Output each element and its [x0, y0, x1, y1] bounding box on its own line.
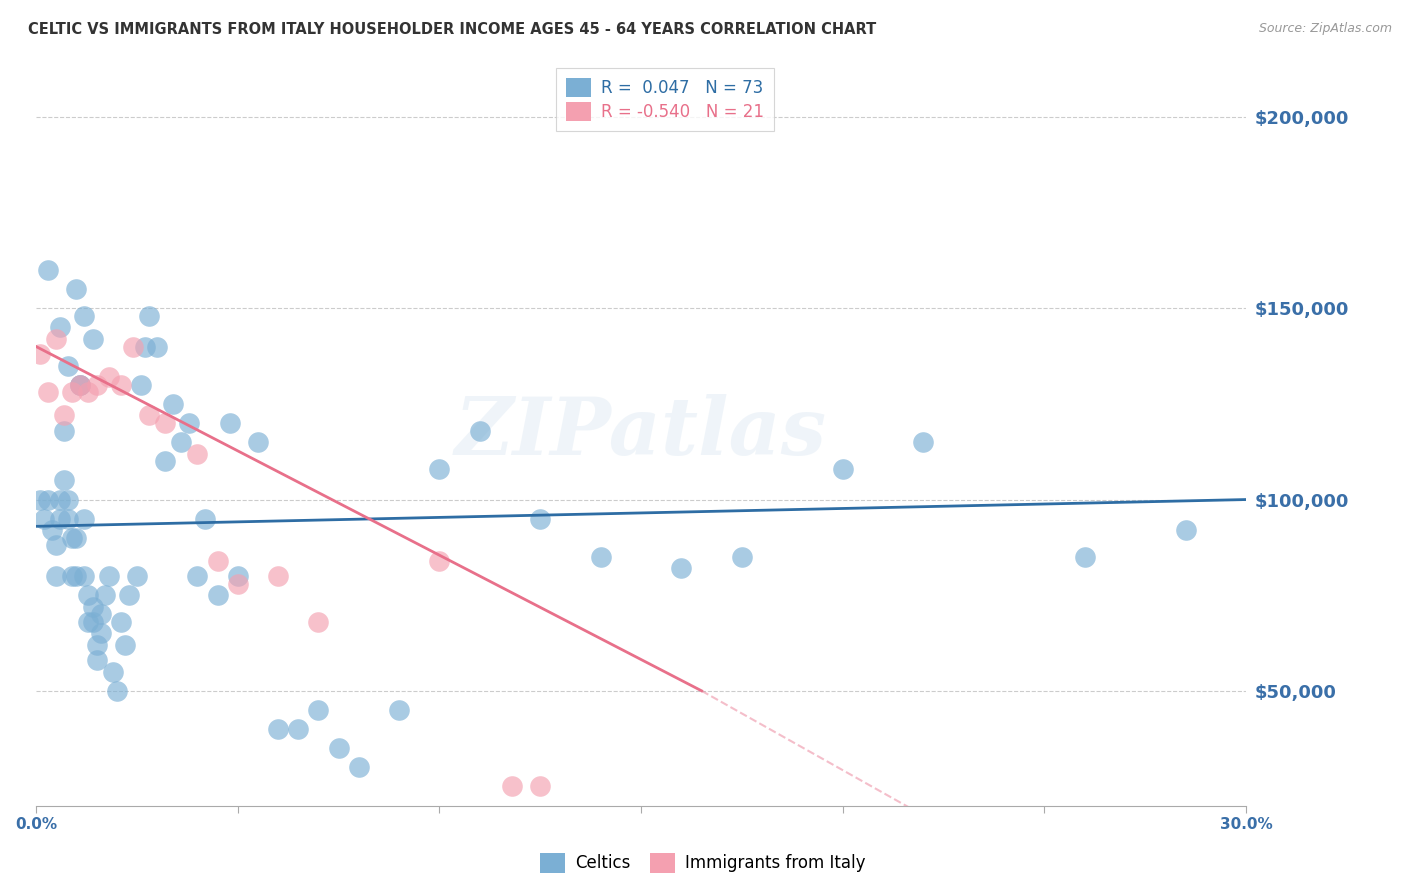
Celtics: [125, 569, 148, 583]
Celtics: [49, 511, 72, 525]
Celtics: [73, 309, 96, 323]
Immigrants from Italy: [121, 339, 143, 353]
Celtics: [186, 569, 208, 583]
Celtics: [589, 549, 612, 564]
Celtics: [114, 638, 136, 652]
Celtics: [226, 569, 249, 583]
Celtics: [347, 760, 370, 774]
Celtics: [73, 569, 96, 583]
Immigrants from Italy: [501, 780, 523, 794]
Immigrants from Italy: [60, 385, 83, 400]
Text: Source: ZipAtlas.com: Source: ZipAtlas.com: [1258, 22, 1392, 36]
Immigrants from Italy: [138, 409, 160, 423]
Celtics: [77, 615, 100, 629]
Immigrants from Italy: [207, 554, 229, 568]
Immigrants from Italy: [97, 370, 120, 384]
Celtics: [1074, 549, 1097, 564]
Immigrants from Italy: [529, 780, 551, 794]
Celtics: [58, 511, 80, 525]
Celtics: [153, 454, 176, 468]
Immigrants from Italy: [226, 576, 249, 591]
Celtics: [60, 531, 83, 545]
Celtics: [93, 588, 115, 602]
Celtics: [30, 492, 52, 507]
Immigrants from Italy: [53, 409, 76, 423]
Immigrants from Italy: [307, 615, 329, 629]
Celtics: [194, 511, 217, 525]
Celtics: [328, 741, 350, 756]
Celtics: [671, 561, 693, 575]
Celtics: [77, 588, 100, 602]
Celtics: [267, 722, 290, 736]
Celtics: [246, 435, 269, 450]
Immigrants from Italy: [77, 385, 100, 400]
Celtics: [58, 492, 80, 507]
Celtics: [179, 416, 201, 430]
Celtics: [170, 435, 193, 450]
Celtics: [82, 615, 104, 629]
Celtics: [831, 462, 853, 476]
Immigrants from Italy: [69, 377, 91, 392]
Immigrants from Italy: [86, 377, 108, 392]
Celtics: [207, 588, 229, 602]
Celtics: [307, 703, 329, 717]
Celtics: [53, 474, 76, 488]
Celtics: [86, 653, 108, 667]
Celtics: [218, 416, 240, 430]
Celtics: [529, 511, 551, 525]
Text: ZIPatlas: ZIPatlas: [456, 394, 827, 471]
Celtics: [90, 626, 112, 640]
Celtics: [58, 359, 80, 373]
Celtics: [287, 722, 309, 736]
Immigrants from Italy: [153, 416, 176, 430]
Celtics: [53, 424, 76, 438]
Celtics: [86, 638, 108, 652]
Celtics: [118, 588, 141, 602]
Celtics: [45, 569, 67, 583]
Celtics: [65, 531, 87, 545]
Celtics: [97, 569, 120, 583]
Celtics: [41, 523, 63, 537]
Celtics: [45, 538, 67, 552]
Immigrants from Italy: [37, 385, 59, 400]
Celtics: [110, 615, 132, 629]
Celtics: [32, 511, 55, 525]
Celtics: [138, 309, 160, 323]
Immigrants from Italy: [30, 347, 52, 361]
Celtics: [90, 607, 112, 622]
Celtics: [731, 549, 754, 564]
Celtics: [49, 492, 72, 507]
Immigrants from Italy: [45, 332, 67, 346]
Celtics: [468, 424, 491, 438]
Celtics: [37, 263, 59, 277]
Celtics: [73, 511, 96, 525]
Celtics: [65, 569, 87, 583]
Legend: Celtics, Immigrants from Italy: Celtics, Immigrants from Italy: [533, 847, 873, 880]
Celtics: [912, 435, 935, 450]
Celtics: [37, 492, 59, 507]
Legend: R =  0.047   N = 73, R = -0.540   N = 21: R = 0.047 N = 73, R = -0.540 N = 21: [557, 68, 775, 131]
Celtics: [429, 462, 451, 476]
Celtics: [1174, 523, 1197, 537]
Immigrants from Italy: [267, 569, 290, 583]
Celtics: [146, 339, 169, 353]
Celtics: [162, 397, 184, 411]
Immigrants from Italy: [429, 554, 451, 568]
Celtics: [105, 683, 128, 698]
Celtics: [134, 339, 156, 353]
Celtics: [69, 377, 91, 392]
Celtics: [82, 332, 104, 346]
Immigrants from Italy: [186, 447, 208, 461]
Celtics: [69, 377, 91, 392]
Celtics: [60, 569, 83, 583]
Text: CELTIC VS IMMIGRANTS FROM ITALY HOUSEHOLDER INCOME AGES 45 - 64 YEARS CORRELATIO: CELTIC VS IMMIGRANTS FROM ITALY HOUSEHOL…: [28, 22, 876, 37]
Celtics: [49, 320, 72, 334]
Celtics: [129, 377, 152, 392]
Celtics: [388, 703, 411, 717]
Immigrants from Italy: [110, 377, 132, 392]
Celtics: [82, 599, 104, 614]
Celtics: [101, 665, 124, 679]
Celtics: [65, 282, 87, 296]
